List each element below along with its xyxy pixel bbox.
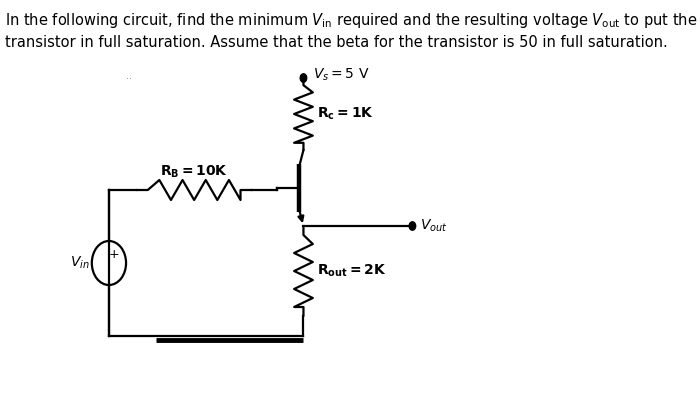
Text: $\mathbf{R_c = 1K}$: $\mathbf{R_c = 1K}$ bbox=[316, 106, 374, 122]
Circle shape bbox=[409, 222, 416, 230]
Text: transistor in full saturation. Assume that the beta for the transistor is 50 in : transistor in full saturation. Assume th… bbox=[6, 35, 668, 49]
Text: $V_s = 5\ \mathrm{V}$: $V_s = 5\ \mathrm{V}$ bbox=[313, 67, 370, 83]
Text: ..: .. bbox=[126, 71, 132, 81]
Text: $V_{in}$: $V_{in}$ bbox=[69, 255, 89, 271]
Text: +: + bbox=[108, 248, 119, 260]
Circle shape bbox=[300, 74, 307, 82]
Text: $\mathbf{R_B = 10K}$: $\mathbf{R_B = 10K}$ bbox=[160, 164, 228, 180]
Text: $\mathbf{R_{out} = 2K}$: $\mathbf{R_{out} = 2K}$ bbox=[316, 263, 386, 279]
Text: $V_{out}$: $V_{out}$ bbox=[420, 218, 448, 234]
Text: In the following circuit, find the minimum $V_{\rm in}$ required and the resulti: In the following circuit, find the minim… bbox=[6, 11, 698, 29]
